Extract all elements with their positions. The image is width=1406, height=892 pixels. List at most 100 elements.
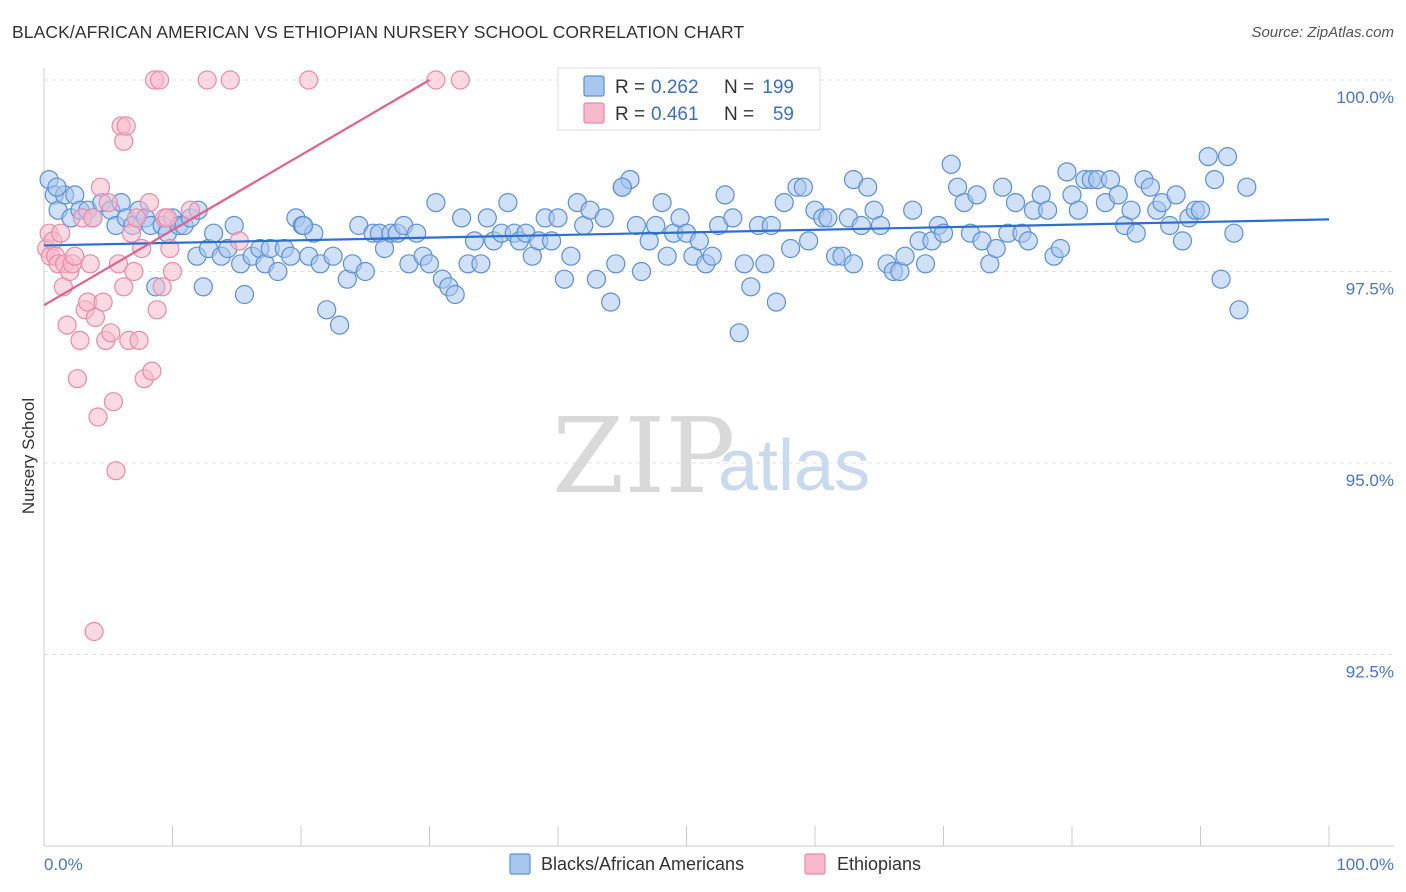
blacks-point (426, 193, 446, 213)
blacks-point (323, 246, 343, 266)
legend-swatch-blue (583, 75, 605, 97)
blacks-point (895, 246, 915, 266)
x-tick-label-max: 100.0% (1336, 855, 1394, 874)
series-blacks-points (39, 147, 1257, 343)
blacks-point (355, 261, 375, 282)
blacks-point (967, 185, 987, 205)
x-tick-label-min: 0.0% (44, 855, 83, 874)
blacks-point (646, 215, 666, 236)
ethiopians-point (101, 323, 121, 343)
blacks-point (780, 238, 801, 259)
blacks-point (1108, 185, 1128, 205)
blacks-point (612, 177, 632, 197)
blacks-point (626, 215, 647, 236)
blacks-point (858, 177, 878, 197)
blacks-point (755, 254, 775, 274)
y-tick-label: 97.5% (1346, 280, 1394, 299)
source-credit: Source: ZipAtlas.com (1251, 24, 1394, 41)
blacks-point (193, 277, 213, 297)
blacks-point (601, 292, 621, 312)
blacks-point (1057, 162, 1077, 182)
blacks-point (818, 208, 838, 228)
ethiopians-point (450, 70, 470, 90)
blacks-point (1140, 177, 1161, 197)
blacks-point (1160, 215, 1180, 236)
blacks-point (1204, 170, 1225, 190)
blacks-point (1217, 147, 1238, 167)
ethiopians-point (126, 208, 147, 228)
x-ticks (43, 826, 1330, 846)
blacks-point (594, 208, 614, 228)
grid-lines (44, 79, 1394, 655)
y-tick-labels: 92.5% 95.0% 97.5% 100.0% (1336, 88, 1394, 682)
ethiopians-point (103, 392, 124, 412)
blacks-point (1121, 200, 1141, 220)
blacks-point (1037, 200, 1058, 220)
y-axis-title: Nursery School (19, 398, 38, 514)
blacks-point (1211, 269, 1231, 289)
ethiopians-point (162, 261, 183, 282)
ethiopians-point (93, 292, 113, 312)
ethiopians-point (88, 407, 108, 427)
bottom-legend: Blacks/African Americans Ethiopians (509, 853, 921, 875)
blacks-point (554, 269, 575, 289)
blacks-point (657, 246, 677, 266)
blacks-point (452, 208, 472, 228)
blacks-point (915, 254, 936, 274)
ethiopians-point (124, 261, 144, 282)
blacks-point (419, 254, 440, 274)
bottom-legend-swatch-pink (804, 853, 826, 875)
legend-swatch-pink (583, 102, 605, 124)
blacks-point (464, 231, 485, 251)
ethiopians-point (83, 208, 103, 228)
series-ethiopians-points (36, 70, 470, 642)
legend-n-value-2: 59 (773, 104, 794, 125)
blacks-point (471, 254, 491, 274)
blacks-point (941, 154, 961, 174)
blacks-point (933, 223, 954, 243)
blacks-point (294, 215, 314, 236)
blacks-point (729, 323, 749, 343)
blacks-point (986, 238, 1006, 259)
blacks-point (851, 215, 871, 236)
trend-line-blacks (43, 218, 1330, 247)
chart-title: BLACK/AFRICAN AMERICAN VS ETHIOPIAN NURS… (12, 22, 745, 42)
ethiopians-point (299, 70, 319, 90)
legend: R = 0.262 N = 199 R = 0.461 N = 59 (557, 67, 821, 131)
blacks-point (741, 277, 761, 297)
blacks-point (234, 284, 255, 305)
legend-n-value-1: 199 (762, 77, 794, 98)
ethiopians-point (84, 621, 104, 642)
axes (43, 68, 1394, 847)
blacks-point (870, 215, 891, 236)
blacks-point (268, 261, 288, 282)
trend-lines (43, 79, 1330, 307)
bottom-legend-label-pink: Ethiopians (837, 854, 921, 874)
blacks-point (1190, 200, 1211, 220)
blacks-point (774, 193, 794, 213)
legend-n-label-2: N = (724, 104, 754, 125)
legend-r-value-1: 0.262 (651, 77, 699, 98)
ethiopians-point (98, 193, 118, 213)
blacks-point (723, 208, 743, 228)
blacks-point (445, 284, 465, 305)
blacks-point (606, 254, 626, 274)
blacks-point (1229, 300, 1249, 320)
legend-r-label-2: R = (615, 104, 645, 125)
ethiopians-point (116, 116, 136, 136)
ethiopians-point (197, 70, 217, 90)
legend-r-label-1: R = (615, 77, 645, 98)
blacks-point (548, 208, 568, 228)
blacks-point (1237, 177, 1257, 197)
bottom-legend-label-blue: Blacks/African Americans (541, 854, 744, 874)
legend-r-value-2: 0.461 (651, 104, 699, 125)
blacks-point (47, 177, 67, 197)
blacks-point (1172, 231, 1193, 251)
blacks-point (798, 231, 819, 251)
ethiopians-point (57, 315, 77, 335)
blacks-point (1126, 223, 1146, 243)
blacks-point (317, 300, 337, 320)
blacks-point (541, 231, 562, 251)
blacks-point (498, 193, 518, 213)
